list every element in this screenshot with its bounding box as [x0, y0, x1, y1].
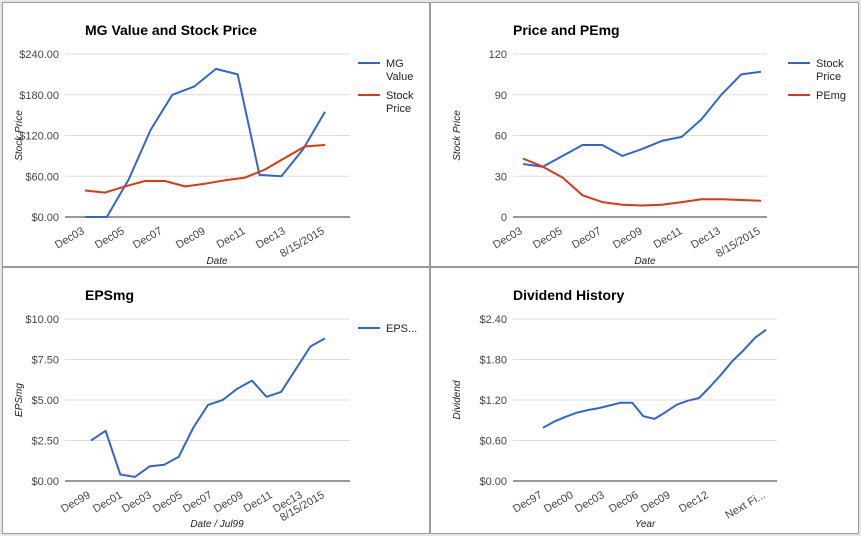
series-line-2	[522, 157, 762, 207]
legend-label: MG Value	[386, 58, 413, 83]
x-tick-label: Next Fi...	[723, 489, 767, 521]
chart-panel-mg-value: MG Value and Stock Price $240.00 $180.00 $1…	[2, 2, 430, 267]
y-axis-title: EPSmg	[14, 383, 25, 417]
x-tick-label: Dec05	[93, 225, 127, 251]
chart-panel-price-pemg: Price and PEmg 120 90 60 30 0 Dec03 Dec05 Dec07 D…	[430, 2, 859, 267]
series-line-1	[522, 70, 762, 168]
y-tick-label: $7.50	[31, 355, 59, 367]
y-tick-label: 90	[495, 90, 507, 102]
x-tick-label: Dec03	[120, 489, 154, 515]
y-axis-title: Stock Price	[14, 110, 25, 161]
y-tick-label: $0.00	[31, 212, 59, 224]
chart-title: EPSmg	[85, 287, 134, 303]
y-tick-label: 30	[495, 171, 507, 183]
x-tick-label: Dec09	[611, 225, 645, 251]
x-tick-label: 8/15/2015	[278, 225, 326, 260]
x-tick-label: Dec11	[652, 225, 685, 251]
y-tick-label: $10.00	[25, 314, 59, 326]
chart-title: Dividend History	[513, 287, 624, 303]
x-tick-label: Dec03	[53, 225, 87, 251]
y-tick-label: $2.40	[479, 314, 507, 326]
y-tick-label: $2.50	[31, 436, 59, 448]
chart-title: MG Value and Stock Price	[85, 22, 257, 38]
y-tick-label: $0.60	[479, 436, 507, 448]
y-tick-label: 120	[489, 49, 507, 61]
x-tick-label: Dec11	[242, 489, 275, 515]
series-line-1	[85, 67, 326, 218]
chart-dividend-history-svg: Dividend History $2.40 $1.80 $1.20 $0.60 $0.0…	[452, 287, 777, 530]
legend-label: Stock Price	[816, 58, 844, 83]
y-tick-label: $240.00	[19, 49, 59, 61]
x-tick-label: Dec09	[174, 225, 208, 251]
y-tick-label: $1.80	[479, 355, 507, 367]
x-tick-label: Dec07	[181, 489, 215, 515]
x-axis-title: Date	[206, 256, 228, 267]
chart-mg-value-svg: MG Value and Stock Price $240.00 $180.00 $1…	[14, 22, 414, 267]
x-tick-label: Dec00	[542, 489, 576, 515]
x-tick-label: Dec09	[639, 489, 673, 515]
chart-panel-dividend-history: Dividend History $2.40 $1.80 $1.20 $0.60 $0.0…	[430, 267, 859, 534]
chart-epsmg-svg: EPSmg$10.00$7.50$5.00$2.50$0.00Dec99Dec0…	[14, 287, 417, 530]
legend-label: EPS...	[386, 323, 417, 335]
series-line-1	[90, 337, 326, 478]
y-tick-label: $0.00	[31, 476, 59, 488]
x-tick-label: Dec07	[131, 225, 165, 251]
y-axis-title: Stock Price	[452, 110, 463, 161]
y-tick-label: $120.00	[19, 131, 59, 143]
x-axis-title: Year	[635, 519, 656, 530]
legend-label: PEmg	[816, 90, 846, 102]
x-tick-label: Dec03	[573, 489, 607, 515]
x-tick-label: Dec09	[212, 489, 246, 515]
x-axis-title: Date	[634, 256, 656, 267]
y-axis-title: Dividend	[452, 380, 463, 419]
x-tick-label: Dec06	[607, 489, 641, 515]
x-tick-label: Dec01	[91, 489, 125, 515]
x-tick-label: Dec05	[531, 225, 565, 251]
x-tick-label: Dec07	[570, 225, 604, 251]
y-tick-label: $1.20	[479, 395, 507, 407]
series-line-1	[542, 328, 767, 429]
y-tick-label: 0	[501, 212, 507, 224]
x-tick-label: Dec97	[511, 489, 545, 515]
x-axis-title: Date / Jul99	[190, 519, 244, 530]
x-tick-label: Dec03	[491, 225, 525, 251]
y-tick-label: $0.00	[479, 476, 507, 488]
x-tick-label: 8/15/2015	[714, 225, 762, 260]
x-tick-label: Dec05	[151, 489, 185, 515]
y-tick-label: $5.00	[31, 395, 59, 407]
series-line-2	[84, 144, 326, 194]
y-tick-label: $60.00	[25, 171, 59, 183]
y-tick-label: $180.00	[19, 90, 59, 102]
legend-label: Stock Price	[386, 90, 414, 115]
y-tick-label: 60	[495, 131, 507, 143]
x-tick-label: Dec12	[677, 489, 711, 515]
x-tick-label: Dec99	[59, 489, 93, 515]
chart-title: Price and PEmg	[513, 22, 620, 38]
x-tick-label: Dec11	[215, 225, 248, 251]
chart-panel-epsmg: EPSmg $10.00 $7.50 $5.00 $2.50 $0.00 Dec99 Dec0…	[2, 267, 430, 534]
